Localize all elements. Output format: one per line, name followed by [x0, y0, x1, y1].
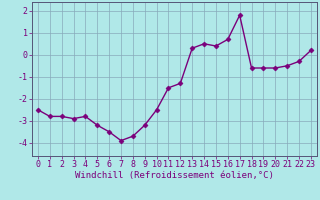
- X-axis label: Windchill (Refroidissement éolien,°C): Windchill (Refroidissement éolien,°C): [75, 171, 274, 180]
